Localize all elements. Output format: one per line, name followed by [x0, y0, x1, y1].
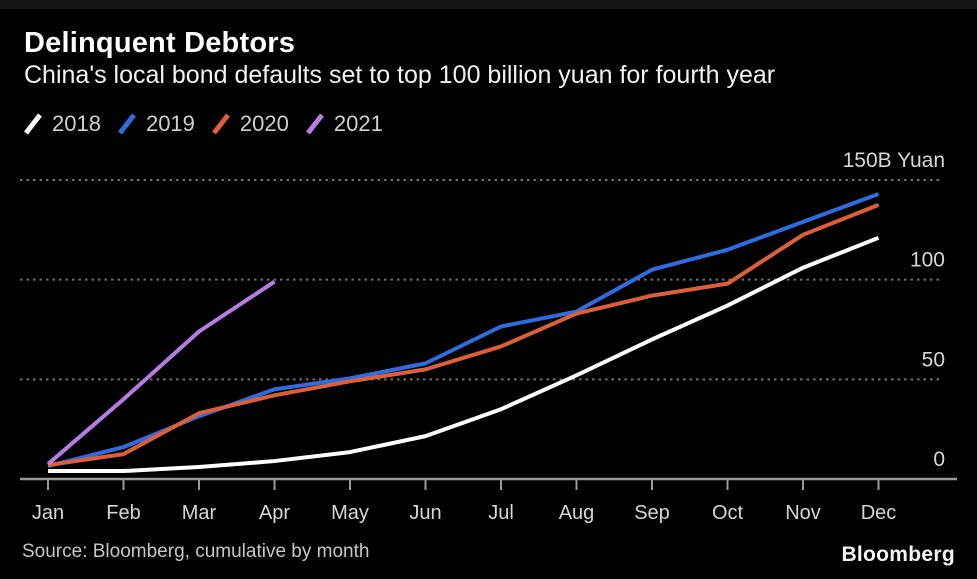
x-axis-label-dec: Dec	[861, 502, 897, 524]
legend-item-2019: 2019	[117, 111, 195, 137]
chart-subtitle: China's local bond defaults set to top 1…	[24, 61, 776, 89]
x-axis-label-jan: Jan	[32, 502, 64, 524]
y-axis-label-50: 50	[922, 348, 945, 371]
legend-label-2019: 2019	[145, 111, 195, 136]
legend-swatch-slash-icon	[24, 113, 42, 135]
x-axis-label-aug: Aug	[559, 502, 595, 524]
source-note: Source: Bloomberg, cumulative by month	[22, 541, 370, 562]
legend-item-2021: 2021	[305, 111, 383, 137]
chart-legend: 2018 2019 2020 2021	[23, 111, 383, 137]
legend-item-2020: 2020	[211, 111, 289, 137]
x-axis-label-apr: Apr	[259, 502, 290, 524]
x-axis-label-sep: Sep	[634, 502, 670, 524]
series-line-2020	[47, 203, 880, 468]
legend-swatch-slash-icon	[117, 113, 136, 135]
x-axis-label-nov: Nov	[785, 502, 821, 524]
legend-label-2021: 2021	[333, 111, 383, 136]
x-axis-label-oct: Oct	[712, 502, 744, 524]
chart-title: Delinquent Debtors	[24, 27, 296, 59]
x-axis-label-jun: Jun	[409, 502, 441, 524]
legend-label-2018: 2018	[52, 111, 101, 136]
series-line-2018	[48, 235, 880, 474]
legend-item-2018: 2018	[23, 111, 101, 137]
legend-label-2020: 2020	[239, 111, 289, 136]
legend-swatch-slash-icon	[211, 113, 230, 135]
x-axis-label-may: May	[331, 502, 369, 524]
bloomberg-logo: Bloomberg	[841, 543, 955, 566]
series-line-2021	[46, 279, 276, 466]
series-line-2019	[47, 192, 880, 468]
legend-swatch-slash-icon	[305, 113, 324, 135]
y-axis-label-100: 100	[910, 249, 945, 272]
y-axis-label-0: 0	[933, 448, 945, 471]
x-axis-label-jul: Jul	[488, 502, 514, 524]
x-axis-label-feb: Feb	[106, 502, 140, 524]
window-top-strip	[0, 0, 977, 9]
y-axis-label-150: 150B Yuan	[843, 149, 945, 172]
x-axis-label-mar: Mar	[182, 502, 217, 524]
